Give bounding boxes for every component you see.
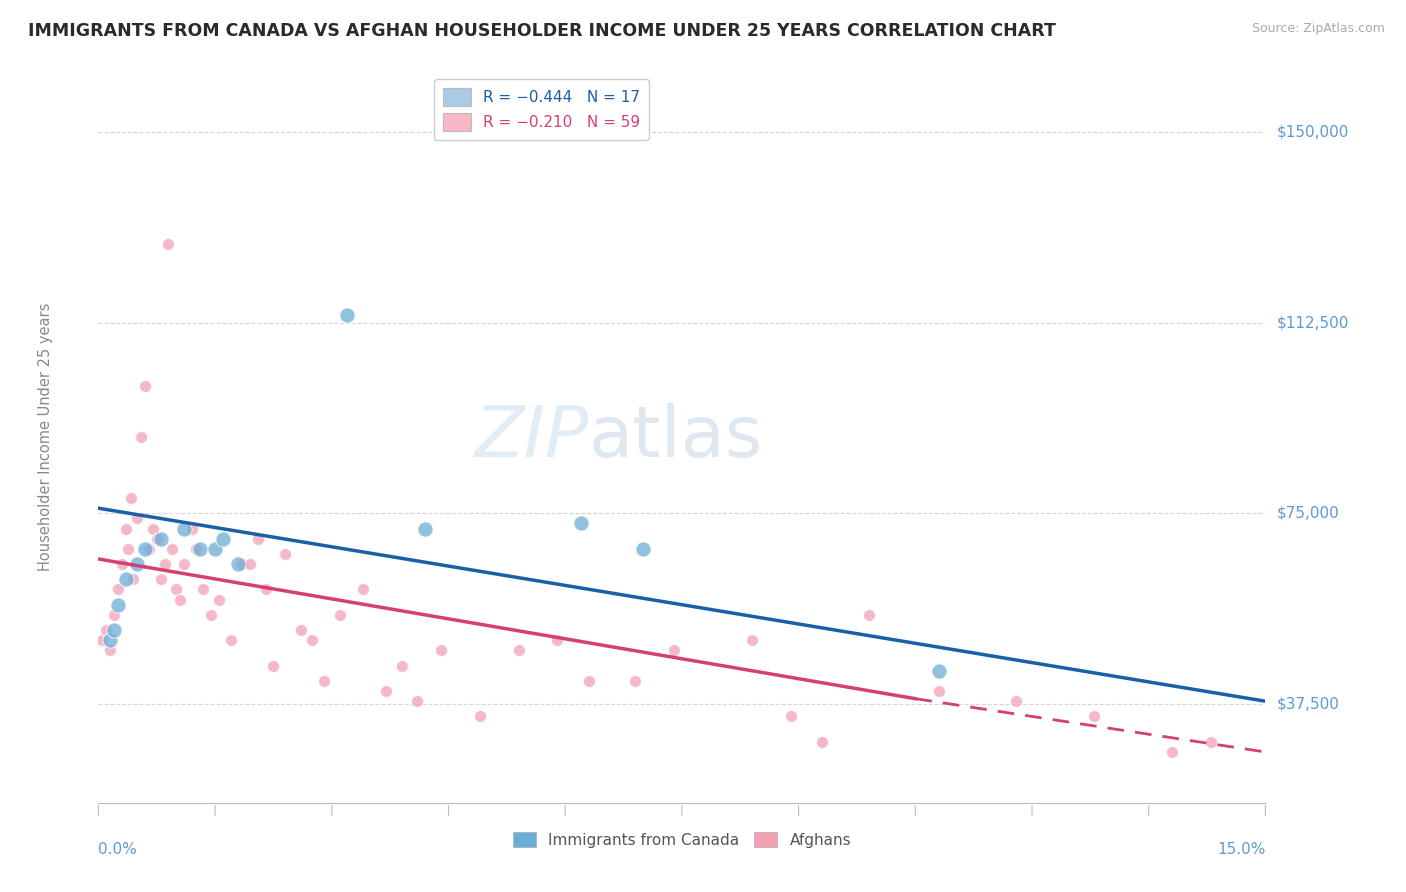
Point bbox=[779, 709, 801, 723]
Legend: R = −0.444   N = 17, R = −0.210   N = 59: R = −0.444 N = 17, R = −0.210 N = 59 bbox=[434, 79, 650, 140]
Point bbox=[301, 633, 323, 648]
Point bbox=[228, 557, 250, 571]
Text: $150,000: $150,000 bbox=[1277, 125, 1348, 140]
Point bbox=[375, 684, 398, 698]
Point bbox=[184, 541, 207, 556]
Point bbox=[352, 582, 374, 597]
Text: 0.0%: 0.0% bbox=[98, 842, 138, 856]
Text: Source: ZipAtlas.com: Source: ZipAtlas.com bbox=[1251, 22, 1385, 36]
Point bbox=[928, 684, 950, 698]
Point bbox=[274, 547, 297, 561]
Point bbox=[928, 664, 950, 678]
Point bbox=[180, 521, 202, 535]
Point bbox=[262, 658, 284, 673]
Point bbox=[239, 557, 262, 571]
Point bbox=[1083, 709, 1105, 723]
Point bbox=[107, 582, 129, 597]
Point bbox=[329, 607, 352, 622]
Point bbox=[103, 607, 125, 622]
Point bbox=[429, 643, 451, 657]
Point bbox=[173, 521, 195, 535]
Point bbox=[391, 658, 413, 673]
Point bbox=[336, 308, 359, 322]
Point bbox=[508, 643, 530, 657]
Point bbox=[162, 541, 184, 556]
Point bbox=[134, 379, 156, 393]
Point bbox=[631, 541, 654, 556]
Point bbox=[134, 541, 156, 556]
Text: $37,500: $37,500 bbox=[1277, 697, 1340, 711]
Point bbox=[858, 607, 880, 622]
Point bbox=[546, 633, 568, 648]
Point bbox=[1005, 694, 1028, 708]
Point bbox=[811, 735, 834, 749]
Point bbox=[157, 237, 180, 252]
Point bbox=[127, 557, 149, 571]
Point bbox=[246, 532, 269, 546]
Point bbox=[149, 572, 172, 586]
Point bbox=[165, 582, 187, 597]
Point bbox=[120, 491, 142, 505]
Point bbox=[204, 541, 226, 556]
Point bbox=[624, 673, 647, 688]
Point bbox=[98, 643, 121, 657]
Point bbox=[153, 557, 176, 571]
Point bbox=[173, 557, 195, 571]
Text: atlas: atlas bbox=[589, 402, 763, 472]
Point bbox=[149, 532, 172, 546]
Text: ZIP: ZIP bbox=[474, 402, 589, 472]
Point bbox=[212, 532, 235, 546]
Point bbox=[91, 633, 114, 648]
Point bbox=[200, 607, 222, 622]
Point bbox=[468, 709, 491, 723]
Point bbox=[114, 572, 136, 586]
Point bbox=[231, 557, 253, 571]
Point bbox=[142, 521, 165, 535]
Point bbox=[111, 557, 134, 571]
Point bbox=[312, 673, 335, 688]
Point bbox=[114, 521, 136, 535]
Point bbox=[122, 572, 145, 586]
Point bbox=[188, 541, 211, 556]
Point bbox=[138, 541, 160, 556]
Point bbox=[169, 592, 191, 607]
Text: $112,500: $112,500 bbox=[1277, 315, 1348, 330]
Point bbox=[127, 511, 149, 525]
Point bbox=[117, 541, 139, 556]
Point bbox=[208, 592, 231, 607]
Point bbox=[569, 516, 592, 531]
Point bbox=[107, 598, 129, 612]
Point bbox=[290, 623, 312, 637]
Point bbox=[413, 521, 436, 535]
Point bbox=[254, 582, 277, 597]
Text: IMMIGRANTS FROM CANADA VS AFGHAN HOUSEHOLDER INCOME UNDER 25 YEARS CORRELATION C: IMMIGRANTS FROM CANADA VS AFGHAN HOUSEHO… bbox=[28, 22, 1056, 40]
Point bbox=[741, 633, 763, 648]
Point bbox=[96, 623, 118, 637]
Text: 15.0%: 15.0% bbox=[1218, 842, 1265, 856]
Point bbox=[1161, 745, 1184, 759]
Point bbox=[146, 532, 169, 546]
Point bbox=[219, 633, 242, 648]
Point bbox=[129, 430, 152, 444]
Point bbox=[103, 623, 125, 637]
Point bbox=[578, 673, 600, 688]
Point bbox=[193, 582, 215, 597]
Point bbox=[1199, 735, 1222, 749]
Point bbox=[406, 694, 429, 708]
Text: $75,000: $75,000 bbox=[1277, 506, 1340, 521]
Point bbox=[662, 643, 685, 657]
Text: Householder Income Under 25 years: Householder Income Under 25 years bbox=[38, 303, 53, 571]
Point bbox=[98, 633, 121, 648]
